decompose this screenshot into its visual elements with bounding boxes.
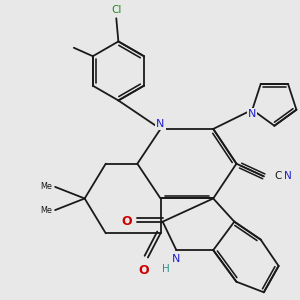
- Text: N: N: [248, 109, 256, 119]
- Text: O: O: [138, 264, 149, 277]
- Text: N: N: [156, 119, 165, 129]
- Text: Me: Me: [40, 206, 52, 214]
- Text: Me: Me: [40, 182, 52, 191]
- Text: H: H: [162, 264, 170, 274]
- Text: C: C: [274, 171, 282, 181]
- Text: O: O: [122, 215, 132, 228]
- Text: N: N: [172, 254, 181, 264]
- Text: Cl: Cl: [111, 5, 122, 15]
- Text: N: N: [284, 171, 292, 181]
